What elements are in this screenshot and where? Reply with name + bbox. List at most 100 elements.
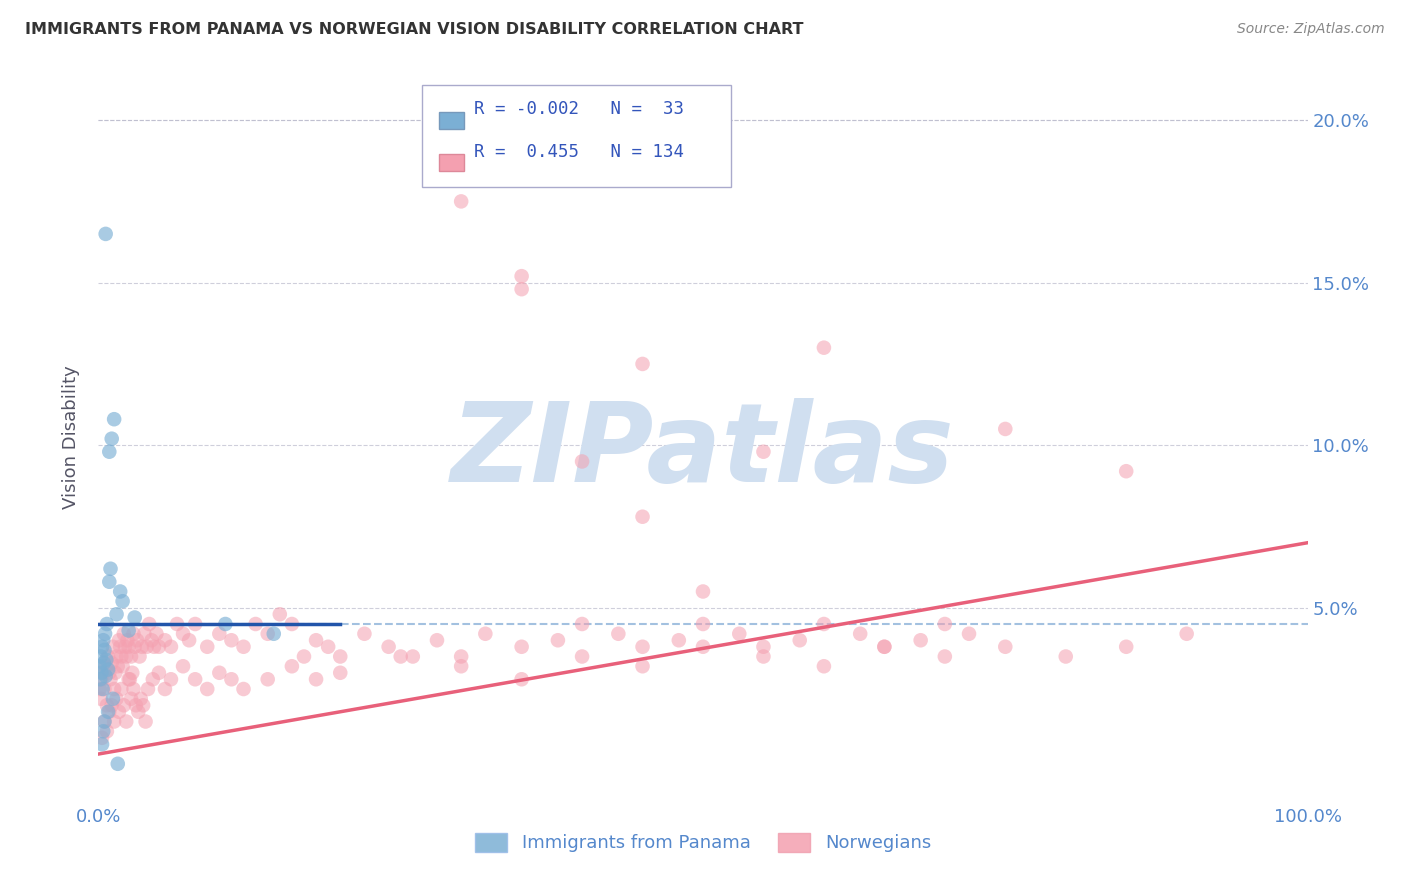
Point — [153, 681, 176, 696]
Point — [184, 617, 207, 632]
Point — [135, 714, 157, 729]
Point — [143, 640, 166, 654]
Point — [118, 624, 141, 638]
Point — [98, 574, 121, 589]
Point — [94, 669, 117, 683]
Point — [103, 681, 125, 696]
Point — [107, 756, 129, 771]
Point — [849, 626, 872, 640]
Point — [112, 626, 135, 640]
Point — [160, 640, 183, 654]
Point — [98, 665, 121, 680]
Point — [111, 659, 134, 673]
Point — [96, 724, 118, 739]
Point — [789, 633, 811, 648]
Point — [91, 737, 114, 751]
Point — [94, 626, 117, 640]
Point — [873, 640, 896, 654]
Point — [510, 640, 533, 654]
Point — [108, 640, 131, 654]
Point — [692, 640, 714, 654]
Point — [100, 673, 122, 687]
Point — [281, 617, 304, 632]
Point — [112, 698, 135, 713]
Point — [172, 659, 194, 673]
Point — [136, 681, 159, 696]
Point — [132, 698, 155, 713]
Point — [957, 626, 980, 640]
Point — [127, 633, 149, 648]
Point — [305, 673, 328, 687]
Point — [256, 626, 278, 640]
Point — [89, 681, 111, 696]
Point — [402, 649, 425, 664]
Point — [145, 626, 167, 640]
Point — [179, 633, 201, 648]
Point — [89, 673, 111, 687]
Point — [153, 633, 176, 648]
Point — [232, 640, 254, 654]
Point — [547, 633, 569, 648]
Y-axis label: Vision Disability: Vision Disability — [62, 365, 80, 509]
Point — [122, 681, 145, 696]
Point — [93, 714, 115, 729]
Point — [115, 714, 138, 729]
Point — [138, 617, 160, 632]
Point — [90, 649, 112, 664]
Point — [263, 626, 285, 640]
Point — [1115, 640, 1137, 654]
Point — [256, 673, 278, 687]
Point — [934, 649, 956, 664]
Point — [148, 665, 170, 680]
Point — [134, 626, 156, 640]
Point — [129, 691, 152, 706]
Point — [160, 673, 183, 687]
Point — [124, 640, 146, 654]
Point — [934, 617, 956, 632]
Point — [571, 649, 593, 664]
Point — [101, 640, 124, 654]
Text: ZIPatlas: ZIPatlas — [451, 398, 955, 505]
Point — [91, 640, 114, 654]
Point — [108, 705, 131, 719]
Point — [752, 640, 775, 654]
Point — [122, 626, 145, 640]
Point — [91, 731, 114, 745]
Point — [91, 633, 114, 648]
Point — [692, 617, 714, 632]
Point — [281, 659, 304, 673]
Point — [120, 649, 142, 664]
Point — [1175, 626, 1198, 640]
Point — [97, 649, 120, 664]
Point — [994, 640, 1017, 654]
Point — [141, 633, 163, 648]
Point — [994, 422, 1017, 436]
Point — [127, 705, 149, 719]
Point — [813, 341, 835, 355]
Point — [100, 432, 122, 446]
Point — [813, 617, 835, 632]
Point — [111, 594, 134, 608]
Point — [97, 663, 120, 677]
Point — [1054, 649, 1077, 664]
Point — [91, 724, 114, 739]
Point — [91, 681, 114, 696]
Point — [90, 691, 112, 706]
Point — [571, 617, 593, 632]
Point — [172, 626, 194, 640]
Point — [110, 681, 132, 696]
Point — [329, 665, 352, 680]
Point — [103, 412, 125, 426]
Point — [450, 659, 472, 673]
Point — [118, 673, 141, 687]
Point — [510, 282, 533, 296]
Text: Source: ZipAtlas.com: Source: ZipAtlas.com — [1237, 22, 1385, 37]
Point — [142, 673, 165, 687]
Point — [510, 673, 533, 687]
Point — [631, 509, 654, 524]
Point — [221, 633, 243, 648]
Point — [292, 649, 315, 664]
Point — [221, 673, 243, 687]
Point — [98, 705, 121, 719]
Point — [100, 698, 122, 713]
